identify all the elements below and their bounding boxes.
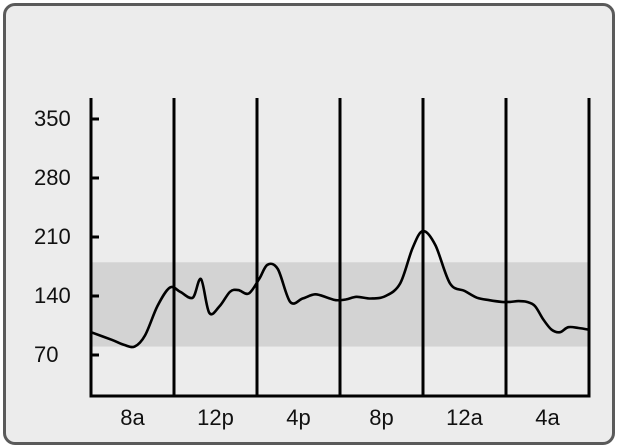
y-tick-label: 210 (34, 224, 71, 249)
y-tick-label: 140 (34, 283, 71, 308)
x-tick-label: 12p (197, 405, 234, 430)
y-tick-label: 280 (34, 165, 71, 190)
x-tick-label: 12a (446, 405, 483, 430)
x-tick-label: 8a (120, 405, 145, 430)
y-tick-label: 350 (34, 106, 71, 131)
x-tick-label: 4p (286, 405, 310, 430)
x-tick-label: 8p (369, 405, 393, 430)
y-tick-label: 70 (34, 342, 58, 367)
x-tick-label: 4a (535, 405, 560, 430)
chart-panel (3, 3, 615, 445)
